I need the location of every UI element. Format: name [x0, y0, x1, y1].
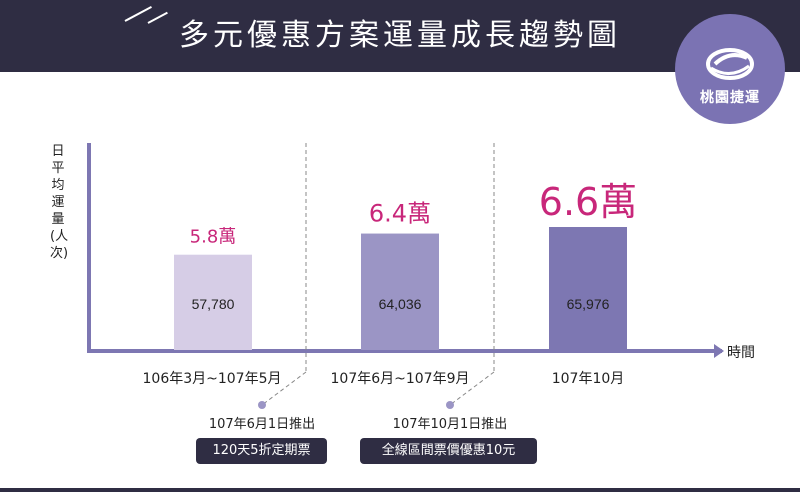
leader-line [449, 371, 495, 406]
page-title: 多元優惠方案運量成長趨勢圖 [179, 18, 621, 53]
bar-value-label: 65,976 [567, 296, 610, 312]
bar [549, 227, 627, 350]
metro-emblem-icon [706, 48, 754, 80]
y-axis-label: 日平均運量(人次) [50, 144, 69, 261]
bar-highlight-label: 6.6萬 [539, 180, 637, 224]
metro-logo: 桃園捷運 [675, 14, 785, 124]
x-tick-label: 106年3月~107年5月 [142, 371, 282, 387]
annotation-dot [446, 401, 454, 409]
x-tick-label: 107年6月~107年9月 [330, 371, 470, 387]
annotation-badge: 120天5折定期票 [196, 438, 327, 464]
footer-bar [0, 488, 800, 492]
x-axis-arrow [714, 344, 724, 358]
x-tick-label: 107年10月 [551, 371, 625, 387]
x-axis-label: 時間 [727, 345, 755, 361]
annotation-dot [258, 401, 266, 409]
logo-text: 桃園捷運 [700, 90, 760, 106]
annotation-badge: 全線區間票價優惠10元 [360, 438, 537, 464]
leader-line [261, 371, 307, 406]
bar-value-label: 64,036 [379, 296, 422, 312]
bar [174, 254, 252, 350]
bar [361, 233, 439, 350]
annotation-label: 107年6月1日推出 [208, 417, 316, 432]
bar-highlight-label: 6.4萬 [369, 200, 431, 228]
header-banner: 多元優惠方案運量成長趨勢圖 [0, 0, 800, 72]
bar-highlight-label: 5.8萬 [190, 227, 237, 248]
bar-value-label: 57,780 [192, 296, 235, 312]
annotation-label: 107年10月1日推出 [392, 417, 508, 432]
